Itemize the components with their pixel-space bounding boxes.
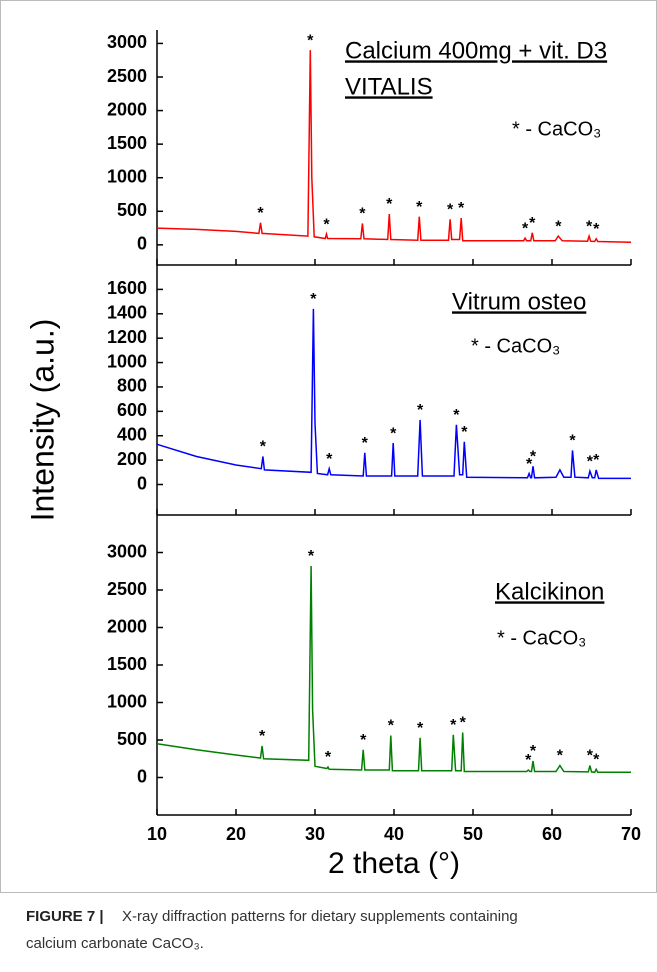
peak-marker: * (417, 720, 424, 737)
y-tick-label: 0 (137, 766, 147, 786)
peak-marker: * (260, 439, 267, 456)
legend-note: * - CaCO₃ (512, 118, 601, 140)
x-tick-label: 50 (463, 824, 483, 844)
peak-marker: * (587, 748, 594, 765)
y-axis-title: Intensity (a.u.) (24, 319, 60, 522)
peak-marker: * (390, 425, 397, 442)
peak-marker: * (569, 433, 576, 450)
caption-label: FIGURE 7 | (26, 908, 104, 925)
peak-marker: * (362, 435, 369, 452)
peak-marker: * (530, 448, 537, 465)
y-tick-label: 400 (117, 424, 147, 444)
panel-title: Vitrum osteo (452, 288, 586, 315)
y-tick-label: 200 (117, 449, 147, 469)
x-tick-label: 70 (621, 824, 641, 844)
peak-marker: * (453, 407, 460, 424)
legend-note: * - CaCO₃ (471, 335, 560, 357)
peak-marker: * (259, 728, 266, 745)
y-tick-label: 1000 (107, 351, 147, 371)
peak-marker: * (593, 751, 600, 768)
peak-marker: * (586, 218, 593, 235)
x-axis-title: 2 theta (°) (328, 847, 460, 880)
peak-marker: * (388, 718, 395, 735)
peak-marker: * (326, 451, 333, 468)
peak-marker: * (593, 452, 600, 469)
y-tick-label: 2000 (107, 616, 147, 636)
peak-marker: * (525, 752, 532, 769)
peak-marker: * (417, 402, 424, 419)
y-tick-label: 3000 (107, 541, 147, 561)
y-tick-label: 1000 (107, 691, 147, 711)
y-tick-label: 500 (117, 729, 147, 749)
panel-title: Kalcikinon (495, 578, 604, 605)
spectrum-line (156, 565, 631, 774)
x-tick-label: 30 (305, 824, 325, 844)
spectrum-line (156, 308, 631, 480)
peak-marker: * (386, 196, 393, 213)
y-tick-label: 500 (117, 200, 147, 220)
peak-marker: * (307, 32, 314, 49)
peak-marker: * (450, 717, 457, 734)
peak-marker: * (522, 220, 529, 237)
spectrum-line (156, 50, 632, 243)
y-tick-label: 1600 (107, 278, 147, 298)
y-tick-label: 1200 (107, 327, 147, 347)
y-tick-label: 2500 (107, 66, 147, 86)
panel-title: Calcium 400mg + vit. D3 (345, 37, 607, 64)
peak-marker: * (257, 205, 264, 222)
peak-marker: * (308, 548, 315, 565)
x-tick-label: 40 (384, 824, 404, 844)
peak-marker: * (310, 291, 317, 308)
peak-marker: * (360, 732, 367, 749)
y-tick-label: 800 (117, 376, 147, 396)
x-tick-label: 20 (226, 824, 246, 844)
y-tick-label: 2000 (107, 99, 147, 119)
peak-marker: * (458, 200, 465, 217)
peak-marker: * (526, 456, 533, 473)
y-tick-label: 1500 (107, 654, 147, 674)
peak-marker: * (557, 748, 564, 765)
y-tick-label: 0 (137, 234, 147, 254)
y-tick-label: 1000 (107, 166, 147, 186)
peak-marker: * (555, 218, 562, 235)
peak-marker: * (325, 749, 332, 766)
peak-marker: * (460, 715, 467, 732)
peak-marker: * (593, 221, 600, 238)
x-tick-label: 60 (542, 824, 562, 844)
caption-text: calcium carbonate CaCO₃. (26, 935, 204, 952)
y-tick-label: 1400 (107, 303, 147, 323)
y-tick-label: 1500 (107, 133, 147, 153)
y-tick-label: 2500 (107, 579, 147, 599)
peak-marker: * (359, 206, 366, 223)
peak-marker: * (530, 743, 537, 760)
y-tick-label: 0 (137, 473, 147, 493)
caption-text: X-ray diffraction patterns for dietary s… (122, 908, 518, 925)
peak-marker: * (447, 202, 454, 219)
x-tick-label: 10 (147, 824, 167, 844)
peak-marker: * (323, 216, 330, 233)
peak-marker: * (416, 199, 423, 216)
peak-marker: * (587, 453, 594, 470)
peak-marker: * (461, 424, 468, 441)
y-tick-label: 600 (117, 400, 147, 420)
panel-title: VITALIS (345, 73, 433, 100)
legend-note: * - CaCO₃ (497, 627, 586, 649)
y-tick-label: 3000 (107, 32, 147, 52)
peak-marker: * (529, 215, 536, 232)
